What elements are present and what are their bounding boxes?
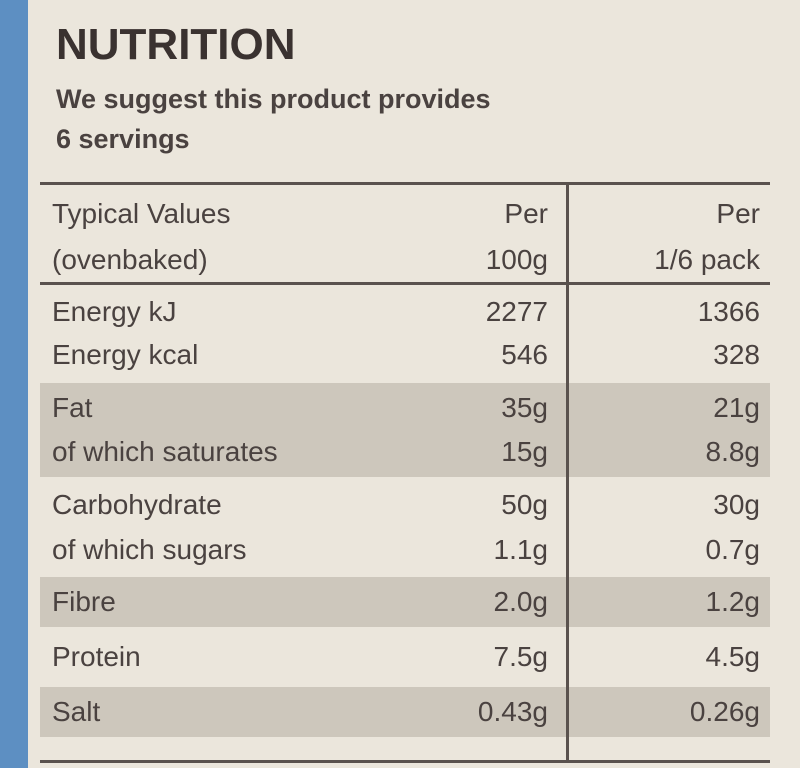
nutrient-name: Protein — [52, 641, 141, 672]
cell-value: 35g — [501, 392, 548, 423]
cell-value: 2277 — [485, 296, 548, 327]
subtitle-line: We suggest this product provides — [56, 84, 491, 114]
column-header: Per — [504, 198, 548, 229]
shaded-band — [40, 577, 770, 627]
cell-value: 4.5g — [705, 641, 761, 672]
cell-value: 0.7g — [705, 534, 761, 565]
column-header: 1/6 pack — [654, 244, 760, 275]
nutrient-name: Energy kJ — [52, 296, 177, 327]
cell-value: 8.8g — [705, 436, 761, 467]
header-rule — [40, 282, 770, 285]
table-top-rule — [40, 182, 770, 185]
nutrient-name: of which saturates — [52, 436, 278, 467]
column-header: Per — [716, 198, 760, 229]
cell-value: 0.26g — [689, 696, 760, 727]
cell-value: 2.0g — [493, 586, 549, 617]
cell-value: 50g — [501, 489, 548, 520]
column-header: Typical Values — [52, 198, 231, 229]
shaded-band — [40, 687, 770, 737]
cell-value: 1.1g — [493, 534, 549, 565]
nutrient-name: Energy kcal — [52, 339, 199, 370]
nutrient-name: Fibre — [52, 586, 116, 617]
cell-value: 1.2g — [705, 586, 761, 617]
nutrient-name: Carbohydrate — [52, 489, 222, 520]
subtitle-line: 6 servings — [56, 124, 190, 154]
shaded-band — [40, 383, 770, 477]
cell-value: 7.5g — [493, 641, 549, 672]
column-header: (ovenbaked) — [52, 244, 208, 275]
title: NUTRITION — [56, 20, 296, 69]
blue-strip — [0, 0, 28, 768]
cell-value: 546 — [501, 339, 548, 370]
bottom-rule — [40, 760, 770, 763]
cell-value: 1366 — [697, 296, 760, 327]
cell-value: 0.43g — [477, 696, 548, 727]
cell-value: 21g — [713, 392, 760, 423]
nutrient-name: of which sugars — [52, 534, 247, 565]
nutrient-name: Salt — [52, 696, 101, 727]
cell-value: 30g — [713, 489, 760, 520]
column-divider — [566, 183, 569, 763]
column-header: 100g — [485, 244, 548, 275]
nutrient-name: Fat — [52, 392, 93, 423]
cell-value: 328 — [713, 339, 760, 370]
cell-value: 15g — [501, 436, 548, 467]
